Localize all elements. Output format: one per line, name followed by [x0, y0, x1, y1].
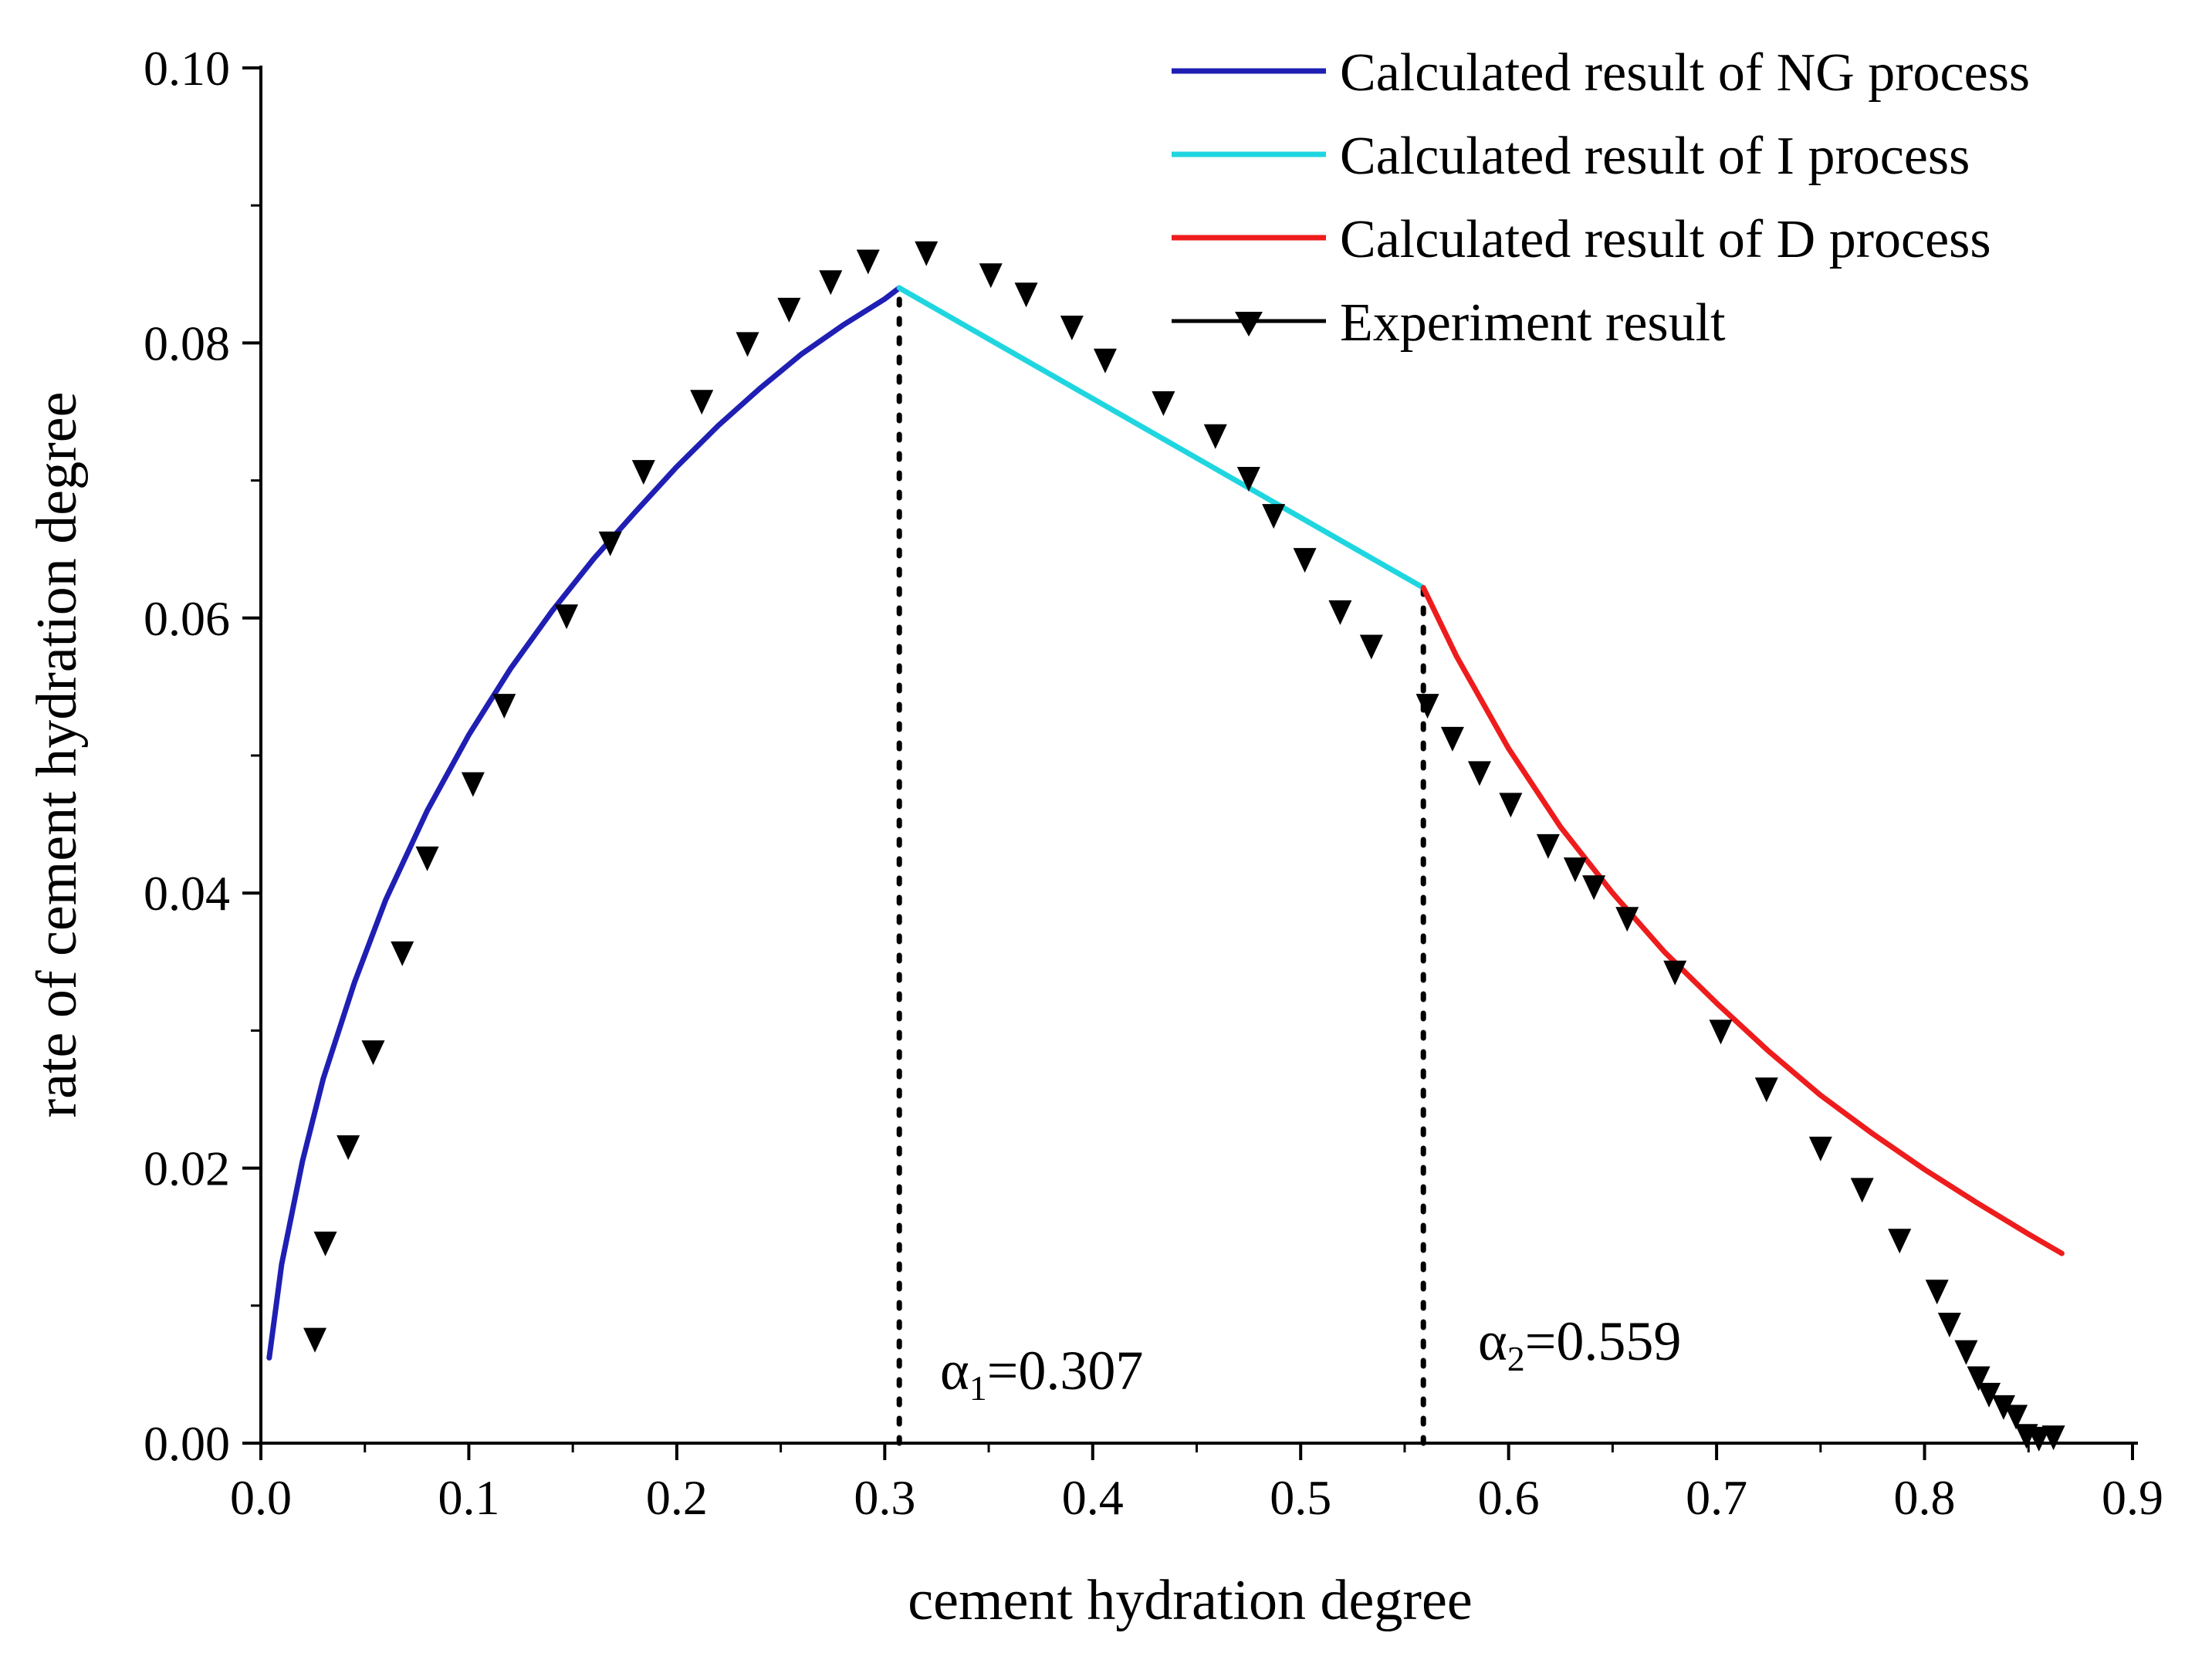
- x-tick-label: 0.7: [1686, 1470, 1747, 1525]
- alpha2-subscript: 2: [1507, 1339, 1525, 1378]
- y-tick-label: 0.02: [144, 1141, 230, 1196]
- experiment-point: [819, 270, 843, 296]
- experiment-point: [1977, 1382, 2001, 1408]
- experiment-point: [303, 1327, 327, 1353]
- experiment-point: [1293, 548, 1317, 573]
- x-tick-label: 0.8: [1894, 1470, 1956, 1525]
- experiment-point: [1615, 907, 1639, 932]
- experiment-point: [1937, 1312, 1961, 1337]
- legend-marker-exp: [1235, 312, 1263, 336]
- experiment-point: [1060, 316, 1084, 341]
- experiment-point: [1754, 1077, 1778, 1103]
- experiment-point: [313, 1231, 337, 1256]
- ng-process-curve: [266, 285, 902, 1361]
- experiment-point: [1808, 1136, 1832, 1161]
- experiment-point: [1709, 1019, 1733, 1045]
- y-axis-ticks: 0.00 0.02 0.04 0.06 0.08 0.10: [144, 41, 261, 1471]
- experiment-point: [1582, 875, 1606, 901]
- legend-label-exp: Experiment result: [1340, 293, 1726, 353]
- experiment-point: [1359, 634, 1383, 660]
- x-axis-title: cement hydration degree: [908, 1569, 1472, 1632]
- x-tick-label: 0.0: [230, 1470, 292, 1525]
- alpha1-symbol: α: [940, 1340, 969, 1401]
- x-tick-label: 0.2: [646, 1470, 708, 1525]
- experiment-point: [1925, 1280, 1949, 1305]
- experiment-point: [631, 460, 655, 485]
- x-tick-label: 0.3: [854, 1470, 915, 1525]
- experiment-point: [1467, 761, 1491, 786]
- legend: Calculated result of NG process Calculat…: [1172, 43, 2030, 353]
- y-axis-title: rate of cement hydration degree: [25, 392, 89, 1118]
- experiment-point: [979, 263, 1003, 289]
- experiment-point: [1991, 1395, 2015, 1420]
- experiment-point: [2027, 1426, 2051, 1452]
- boundary-lines: [896, 285, 1426, 1446]
- experiment-point: [1262, 504, 1286, 529]
- i-process-curve: [896, 285, 1426, 591]
- experiment-point: [492, 694, 516, 719]
- experiment-point: [391, 941, 414, 966]
- experiment-point: [2041, 1425, 2065, 1451]
- y-tick-label: 0.10: [144, 41, 230, 96]
- x-tick-label: 0.6: [1478, 1470, 1540, 1525]
- experiment-point: [1152, 391, 1175, 417]
- experiment-point: [856, 249, 880, 275]
- y-tick-label: 0.00: [144, 1416, 230, 1471]
- x-tick-label: 0.4: [1062, 1470, 1124, 1525]
- plot-series: [266, 241, 2065, 1452]
- experiment-point: [2004, 1405, 2028, 1430]
- experiment-point: [736, 332, 759, 357]
- experiment-point: [777, 297, 801, 323]
- experiment-point: [1093, 348, 1117, 374]
- experiment-point: [1967, 1366, 1990, 1391]
- experiment-point: [1954, 1340, 1978, 1365]
- alpha2-annotation: α2=0.559: [1478, 1310, 1681, 1378]
- alpha1-annotation: α1=0.307: [940, 1340, 1143, 1408]
- experiment-point: [1850, 1178, 1874, 1203]
- x-tick-label: 0.9: [2102, 1470, 2163, 1525]
- experiment-point: [1499, 793, 1523, 818]
- legend-label-d: Calculated result of D process: [1340, 210, 1991, 269]
- alpha1-value: =0.307: [987, 1340, 1144, 1401]
- experiment-point: [1328, 600, 1352, 625]
- experiment-point: [555, 604, 579, 630]
- alpha2-symbol: α: [1478, 1310, 1507, 1372]
- experiment-point: [1563, 857, 1587, 883]
- experiment-point: [1415, 694, 1439, 719]
- alpha1-subscript: 1: [969, 1368, 987, 1408]
- y-tick-label: 0.08: [144, 316, 230, 370]
- experiment-point: [1203, 424, 1227, 449]
- legend-label-ng: Calculated result of NG process: [1340, 43, 2030, 103]
- experiment-point: [1888, 1229, 1912, 1254]
- x-tick-label: 0.1: [438, 1470, 499, 1525]
- y-tick-label: 0.04: [144, 866, 230, 921]
- experiment-point: [461, 772, 485, 797]
- d-process-curve: [1420, 585, 2065, 1256]
- alpha2-value: =0.559: [1525, 1310, 1682, 1372]
- experiment-point: [1014, 282, 1038, 308]
- experiment-point: [598, 531, 622, 556]
- y-tick-label: 0.06: [144, 591, 230, 646]
- x-tick-label: 0.5: [1270, 1470, 1331, 1525]
- experiment-point: [361, 1040, 385, 1066]
- experiment-point: [1663, 960, 1687, 986]
- legend-label-i: Calculated result of I process: [1340, 127, 1970, 186]
- experiment-point: [690, 390, 714, 415]
- experiment-point: [1440, 726, 1464, 752]
- x-axis-ticks: 0.0 0.1 0.2 0.3 0.4 0.5 0.6 0.7 0.8 0.9: [230, 1443, 2163, 1525]
- experiment-point: [337, 1135, 360, 1161]
- experiment-point: [915, 241, 939, 266]
- experiment-point: [415, 846, 439, 871]
- experiment-point: [1236, 467, 1260, 492]
- experiment-point: [1536, 833, 1560, 859]
